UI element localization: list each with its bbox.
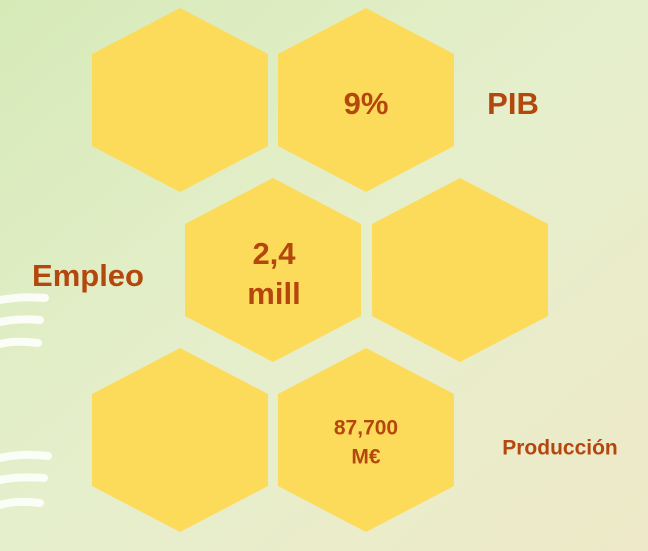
hexagon <box>92 8 268 192</box>
stat-label: Empleo <box>32 258 144 293</box>
hexagon <box>278 8 454 192</box>
stat-value: M€ <box>351 446 380 469</box>
stat-value: mill <box>247 276 300 311</box>
stat-value: 2,4 <box>252 236 296 271</box>
stat-value: 9% <box>344 86 389 121</box>
hexagon <box>92 348 268 532</box>
stat-value: 87,700 <box>334 417 398 440</box>
hexagon <box>278 348 454 532</box>
stat-label: PIB <box>487 86 539 121</box>
stat-label: Producción <box>502 437 618 460</box>
chalk-marks <box>0 293 52 509</box>
hexagon <box>185 178 361 362</box>
hexagon <box>372 178 548 362</box>
